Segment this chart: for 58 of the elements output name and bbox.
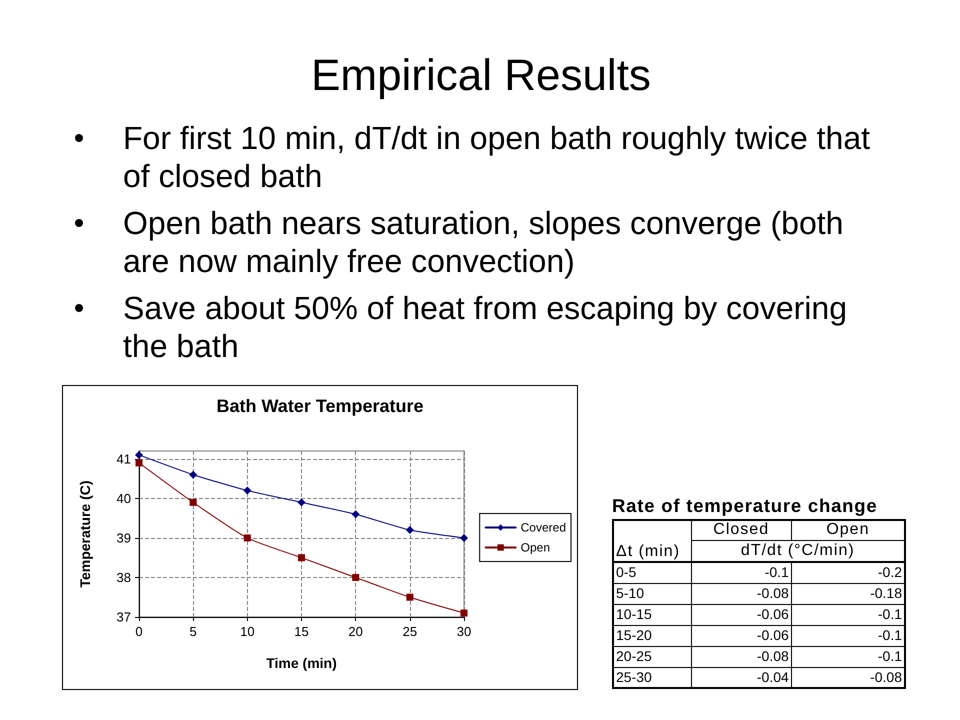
data-label: -0.1 [791, 625, 905, 646]
data-label: -0.1 [791, 646, 905, 667]
point [190, 498, 197, 506]
data-label: -0.2 [791, 562, 905, 583]
point [352, 510, 360, 518]
category-label: 15-20 [616, 627, 652, 643]
x-axis-title: Time (min) [266, 655, 337, 671]
point [460, 610, 468, 617]
y-tick-label: 37 [116, 610, 131, 624]
text: Save about 50% of heat from escaping by covering the bath [123, 290, 847, 364]
data-label: -0.04 [691, 667, 792, 688]
text: Empirical Results [311, 51, 651, 100]
y-tick-label: 39 [116, 530, 131, 546]
point [244, 534, 251, 542]
text: dT/dt (°C/min) [740, 542, 855, 559]
x-tick-label: 20 [348, 624, 363, 639]
y-axis-title: Temperature (C) [77, 480, 93, 588]
point [298, 498, 306, 506]
point [406, 526, 414, 534]
y-tick-label: 38 [116, 570, 131, 585]
data-label: -0.08 [791, 667, 905, 688]
category-label: 20-25 [616, 648, 652, 664]
text: Rate of temperature change [612, 495, 878, 516]
legend-label: Open [520, 540, 550, 554]
point [135, 450, 143, 459]
text: Closed [713, 521, 770, 538]
point [352, 574, 360, 581]
y-tick-label: 40 [116, 490, 131, 506]
data-label: -0.1 [691, 562, 792, 583]
data-label: -0.08 [691, 583, 792, 604]
point [189, 470, 198, 479]
y-tick-label: 41 [116, 451, 131, 466]
data-label: -0.06 [691, 604, 792, 625]
point [460, 534, 468, 542]
category-label: 0-5 [616, 564, 636, 580]
x-tick-label: 5 [190, 624, 197, 639]
x-tick-label: 25 [402, 624, 418, 639]
legend-label: Covered [520, 520, 566, 534]
text: Δt (min) [616, 543, 680, 560]
x-tick-label: 30 [456, 624, 472, 639]
x-tick-label: 15 [294, 624, 309, 639]
point [406, 594, 414, 601]
text: For first 10 min, dT/dt in open bath roughly twice that of closed bath [123, 120, 870, 194]
x-tick-label: 10 [240, 624, 255, 639]
point [243, 486, 252, 495]
text: Open bath nears saturation, slopes converge (both are now mainly free convection) [123, 204, 844, 279]
data-label: -0.08 [691, 646, 792, 667]
chart-title: Bath Water Temperature [216, 396, 424, 416]
category-label: 10-15 [616, 606, 652, 622]
data-label: -0.06 [691, 625, 792, 646]
point [298, 554, 305, 562]
x-tick-label: 0 [135, 624, 143, 639]
data-label: -0.1 [791, 604, 905, 625]
category-label: 5-10 [616, 585, 644, 601]
point [136, 459, 142, 466]
category-label: 25-30 [616, 668, 652, 685]
text: Open [826, 521, 870, 538]
data-label: -0.18 [791, 583, 905, 604]
